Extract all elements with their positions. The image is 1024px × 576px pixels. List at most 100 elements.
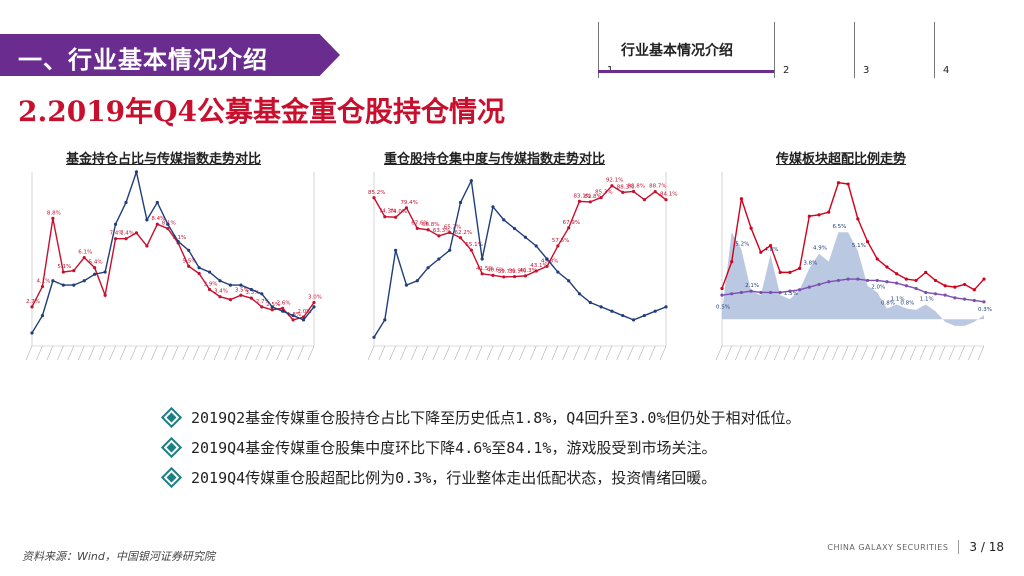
x-tick-mark [754,345,762,361]
data-label: 67.6% [411,220,428,226]
data-point [895,281,899,285]
data-point [523,235,528,239]
x-tick-mark [98,345,106,361]
data-point [312,305,316,309]
data-point [312,300,316,305]
data-point [885,265,889,269]
data-point [512,226,517,231]
data-point [534,244,538,248]
data-point [113,237,118,241]
data-point [281,306,285,310]
x-tick-mark [465,345,472,361]
data-point [621,190,625,194]
x-tick-mark [286,345,294,361]
data-point [134,231,139,235]
data-point [491,205,495,209]
data-label: 3.9% [204,281,218,287]
data-point [30,331,34,335]
x-tick-mark [443,345,450,361]
nav-item-2[interactable]: 2 [774,22,855,78]
x-tick-mark [508,345,515,361]
data-point [875,257,879,261]
x-tick-mark [851,345,859,361]
diamond-bullet-icon [160,406,183,428]
x-tick-mark [400,345,407,361]
x-tick-mark [812,345,820,361]
data-label: 6.5% [832,224,846,230]
data-point [502,218,506,222]
chart-3-title: 传媒板块超配比例走势 [776,152,907,167]
data-point [631,189,636,194]
data-point [642,198,646,202]
data-label: 83.1% [573,193,590,199]
data-point [720,286,724,291]
data-label: 0.5% [716,305,730,311]
data-point [653,309,657,313]
data-point [982,300,986,304]
diamond-bullet-icon [160,466,183,488]
x-tick-mark [841,345,849,361]
data-point [556,270,560,274]
data-point [415,279,419,283]
data-label: 62.2% [455,230,472,236]
data-point [962,297,967,301]
data-label: 82.8% [584,194,601,200]
data-point [836,278,841,283]
x-tick-mark [307,345,315,361]
data-point [768,244,773,248]
x-tick-mark [861,345,868,361]
data-point [914,278,918,283]
data-label: 3.4% [214,289,228,295]
data-point [924,290,928,295]
x-tick-mark [234,345,242,361]
x-tick-mark [735,345,742,361]
nav-item-3[interactable]: 3 [854,22,935,78]
x-tick-mark [109,345,116,361]
x-tick-mark [367,345,375,361]
data-label: 8.8% [47,210,61,216]
data-point [846,277,850,281]
data-point [187,248,191,252]
data-point [720,293,724,297]
data-point [30,305,34,309]
x-tick-mark [130,345,137,361]
x-tick-mark [584,345,591,361]
x-tick-mark [151,345,158,361]
data-point [124,237,128,241]
x-tick-mark [475,345,483,361]
bullet-text: 2019Q4传媒重仓股超配比例为0.3%，行业整体走出低配状态，投资情绪回暖。 [191,468,717,487]
footer-divider [958,540,960,554]
data-point [394,215,398,219]
data-point [631,318,636,322]
data-label: 85.2% [368,190,385,196]
data-point [982,277,986,281]
data-point [798,266,802,270]
x-tick-mark [67,345,75,361]
data-point [134,170,139,174]
data-point [270,308,274,312]
x-tick-mark [929,345,936,361]
x-tick-mark [832,345,839,361]
nav-item-4[interactable]: 4 [934,22,1015,78]
data-point [480,272,484,276]
data-point [448,248,452,252]
nav-number: 3 [863,65,870,76]
nav-number: 2 [783,65,790,76]
data-label: 57.5% [552,238,569,244]
data-point [588,300,592,305]
data-point [40,313,45,318]
data-point [953,296,957,300]
data-point [239,293,243,297]
data-point [749,289,753,293]
data-point [372,196,376,200]
bullet-list: 2019Q2基金传媒重仓股持仓占比下降至历史低点1.8%，Q4回升至3.0%但仍… [160,402,801,492]
data-label: 92.1% [606,178,623,184]
page-title: 2.2019年Q4公募基金重仓股持仓情况 [18,95,506,128]
data-label: 4.9% [813,246,827,252]
x-tick-mark [25,345,33,361]
x-tick-mark [900,345,907,361]
x-tick-mark [968,345,975,361]
data-point [197,266,201,270]
data-point [145,218,149,222]
x-tick-mark [432,345,440,361]
